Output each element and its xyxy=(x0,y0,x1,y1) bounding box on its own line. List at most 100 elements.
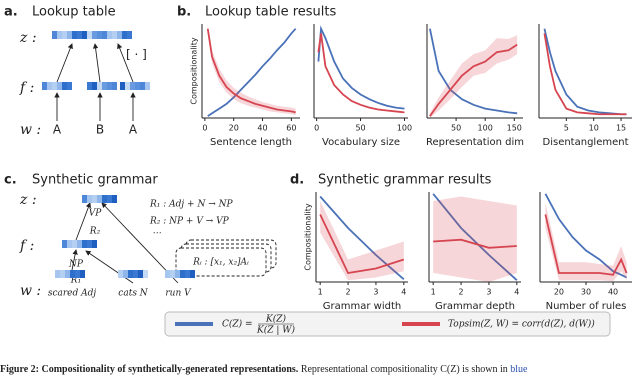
leaf-label: cats N xyxy=(118,289,149,299)
confidence-band xyxy=(433,196,517,282)
chart: 0 20 40 60 Sentence length Compositionality xyxy=(190,24,300,148)
embedding-cell xyxy=(97,31,102,39)
chart: 20 30 40 Number of rules xyxy=(539,192,632,312)
x-tick-label: 2 xyxy=(459,288,464,297)
x-tick-label: 4 xyxy=(514,288,519,297)
y-axis-label: Compositionality xyxy=(304,203,313,270)
embedding-cell xyxy=(67,82,72,90)
x-tick-label: 0 xyxy=(202,124,207,133)
embedding-cell xyxy=(128,270,133,278)
x-tick-label: 4 xyxy=(401,288,406,297)
embedding-cell xyxy=(170,270,175,278)
x-axis-label: Number of rules xyxy=(546,301,627,312)
embedding-cell xyxy=(87,31,92,39)
row-label: f : xyxy=(19,238,34,254)
embedding-cell xyxy=(82,240,87,248)
embedding-cell xyxy=(87,82,92,90)
x-tick-label: 100 xyxy=(397,124,412,133)
series-line xyxy=(317,25,405,110)
embedding-cell xyxy=(130,82,135,90)
chart: 50 100 150 Representation dim xyxy=(426,24,524,148)
legend-numerator: K(Z) xyxy=(265,314,286,325)
confidence-band xyxy=(429,35,518,118)
embedding-cell xyxy=(125,82,130,90)
series-line xyxy=(544,193,627,279)
series-line xyxy=(207,28,297,117)
caption-text: Representational compositionality C(Z) i… xyxy=(298,364,510,375)
x-tick-label: 5 xyxy=(564,124,569,133)
node-label: VP xyxy=(89,209,102,219)
row-label: z : xyxy=(19,192,37,208)
x-tick-label: 3 xyxy=(373,288,378,297)
embedding-cell xyxy=(190,270,195,278)
embedding-cell xyxy=(62,31,67,39)
embedding-cell xyxy=(185,270,190,278)
embedding-cell xyxy=(180,270,185,278)
x-tick-label: 40 xyxy=(257,124,267,133)
x-axis-label: Disentanglement xyxy=(543,137,629,148)
embedding-cell xyxy=(123,270,128,278)
embedding-cell xyxy=(82,195,87,203)
x-axis-label: Representation dim xyxy=(426,137,524,148)
panel-label: d. xyxy=(290,173,304,188)
embedding-cell xyxy=(75,270,80,278)
legend-box xyxy=(164,311,611,337)
embedding-cell xyxy=(143,270,148,278)
embedding-cell xyxy=(118,270,123,278)
panel-label: b. xyxy=(177,5,191,20)
panel-title: Synthetic grammar results xyxy=(318,173,492,188)
series-line xyxy=(429,28,518,115)
x-tick-label: 2 xyxy=(346,288,351,297)
token: A xyxy=(53,123,62,137)
x-axis-label: Vocabulary size xyxy=(322,137,400,148)
embedding-cell xyxy=(60,270,65,278)
caption-highlight: blue xyxy=(510,364,528,375)
x-tick-label: 10 xyxy=(589,124,599,133)
x-tick-label: 100 xyxy=(478,124,493,133)
embedding-cell xyxy=(77,31,82,39)
token: B xyxy=(96,123,104,137)
embedding-cell xyxy=(120,82,125,90)
embedding-cell xyxy=(70,270,75,278)
embedding-cell xyxy=(117,31,122,39)
x-axis-label: Sentence length xyxy=(210,137,292,148)
x-tick-label: 20 xyxy=(229,124,239,133)
embedding-cell xyxy=(135,82,140,90)
operator: [ · ] xyxy=(126,48,147,62)
embedding-cell xyxy=(112,195,117,203)
series-line xyxy=(543,28,627,116)
embedding-cell xyxy=(107,195,112,203)
x-tick-label: 20 xyxy=(554,288,564,297)
embedding-cell xyxy=(65,270,70,278)
row-label: w : xyxy=(20,122,41,138)
x-tick-label: 40 xyxy=(608,288,618,297)
chart: 5 10 15 Disentanglement xyxy=(538,24,632,148)
rule-box xyxy=(175,239,277,277)
embedding-cell xyxy=(112,82,117,90)
embedding-cell xyxy=(138,270,143,278)
x-tick-label: 60 xyxy=(286,124,296,133)
embedding-cell xyxy=(175,270,180,278)
x-tick-label: 30 xyxy=(581,288,591,297)
x-tick-label: 50 xyxy=(451,124,461,133)
series-line xyxy=(319,214,405,274)
embedding-cell xyxy=(87,195,92,203)
series-line xyxy=(429,43,518,117)
embedding-cell xyxy=(55,270,60,278)
rule: R₂ : NP + V → VP xyxy=(149,217,230,227)
confidence-band xyxy=(545,202,627,282)
x-tick-label: 1 xyxy=(318,288,323,297)
panel-label: c. xyxy=(4,173,17,188)
series-line xyxy=(206,28,296,114)
x-axis-label: Grammar width xyxy=(323,301,401,312)
embedding-cell xyxy=(92,82,97,90)
legend-denominator: K(Z | W) xyxy=(256,325,295,336)
node-label: R₂ xyxy=(89,227,101,237)
embedding-cell xyxy=(107,31,112,39)
embedding-cell xyxy=(107,82,112,90)
chart: 1 2 3 4 Grammar depth xyxy=(428,192,521,312)
leaf-label: run V xyxy=(165,289,192,299)
confidence-band xyxy=(207,25,296,116)
